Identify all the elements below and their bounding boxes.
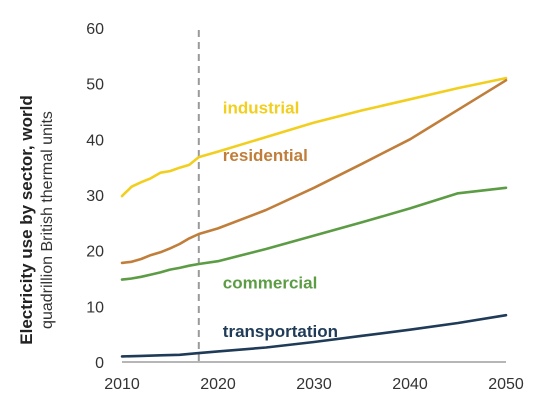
y-tick-label-5: 50	[86, 77, 104, 94]
y-tick-label-1: 10	[86, 299, 104, 316]
x-tick-label-2: 2030	[296, 376, 332, 393]
series-label-industrial: industrial	[223, 99, 300, 118]
series-label-residential: residential	[223, 146, 308, 165]
x-tick-label-1: 2020	[200, 376, 236, 393]
y-tick-label-2: 20	[86, 244, 104, 261]
y-axis-unit: quadrillion British thermal units	[39, 111, 56, 329]
y-tick-label-6: 60	[86, 21, 104, 38]
series-label-commercial: commercial	[223, 274, 317, 293]
series-line-transportation	[120, 313, 508, 358]
x-tick-label-3: 2040	[392, 376, 428, 393]
x-axis-ticks: 2010 2020 2030 2040 2050	[104, 376, 524, 393]
y-axis-ticks: 0 10 20 30 40 50 60	[86, 21, 104, 372]
y-axis-title: Electricity use by sector, world quadril…	[17, 95, 56, 344]
y-tick-label-4: 40	[86, 132, 104, 149]
y-tick-label-3: 30	[86, 188, 104, 205]
series-line-industrial	[120, 76, 508, 198]
x-tick-label-0: 2010	[104, 376, 140, 393]
series-lines	[120, 76, 508, 358]
series-line-residential	[120, 79, 508, 265]
y-axis-label: Electricity use by sector, world	[17, 95, 36, 344]
y-tick-label-0: 0	[95, 355, 104, 372]
x-tick-label-4: 2050	[488, 376, 524, 393]
series-label-transportation: transportation	[223, 322, 338, 341]
series-labels: industrial residential commercial transport…	[223, 99, 338, 341]
series-line-commercial	[120, 186, 508, 281]
